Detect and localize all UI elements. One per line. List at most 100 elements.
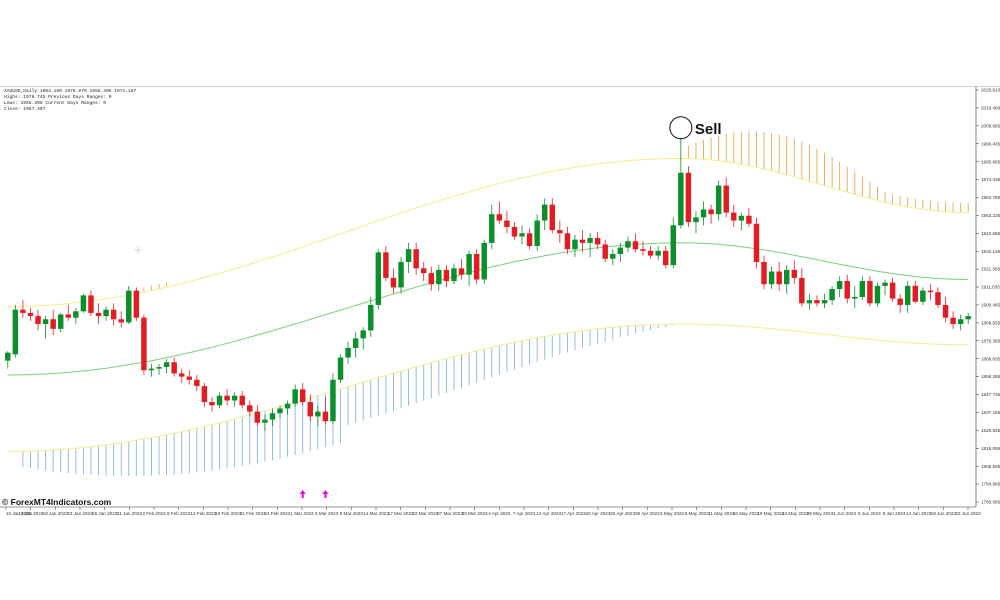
date-tick-label: 19 Jun 2023	[931, 511, 957, 516]
date-tick-label: 6 Mar 2023	[315, 511, 339, 516]
bull-candle	[957, 319, 964, 325]
bull-candle	[103, 309, 109, 317]
bull-candle	[617, 247, 624, 254]
upper-cloud-histogram	[128, 131, 969, 296]
bull-candle	[489, 214, 495, 243]
date-tick-label: 14 Mar 2023	[363, 511, 389, 516]
date-tick-label: 30 Mar 2023	[462, 511, 488, 516]
price-tick-label: 1996.435	[981, 141, 1000, 146]
info-line-lows: Lows: 1955.306 Current Days Ranges: 0	[4, 100, 106, 106]
bear-candle	[504, 220, 510, 227]
bear-candle	[110, 309, 117, 320]
bull-candle	[783, 269, 790, 285]
bear-candle	[557, 230, 563, 234]
bull-candle	[481, 242, 487, 280]
bull-candle	[670, 225, 677, 266]
bull-candle	[534, 220, 540, 247]
bull-candle	[375, 252, 382, 305]
price-tick-label: 1963.785	[981, 195, 1000, 200]
bear-candle	[889, 282, 896, 299]
price-tick-label: 1868.835	[981, 356, 1000, 361]
date-tick-label: 16 Feb 2023	[215, 511, 241, 516]
bull-candle	[436, 269, 442, 285]
price-tick-label: 1805.535	[981, 464, 1000, 469]
chart-frame[interactable]: 2028.910 2019.460 2006.885 1996.435 1985.885…	[0, 86, 1000, 516]
price-chart[interactable]: 2028.910 2019.460 2006.885 1996.435 1985.885…	[0, 86, 1000, 516]
date-tick-label: 28 Apr 2023	[635, 511, 660, 516]
bear-candle	[935, 292, 941, 305]
price-tick-label: 1794.985	[981, 482, 1000, 487]
upper-band-line	[7, 158, 969, 307]
bull-candle	[451, 268, 457, 282]
date-tick-label: 11 May 2023	[708, 511, 735, 516]
watermark: © ForexMT4Indicators.com	[2, 497, 112, 507]
bull-candle	[262, 419, 268, 423]
price-tick-label: 1837.185	[981, 410, 1000, 415]
bull-candle	[821, 300, 828, 304]
lower-band-line	[7, 323, 969, 452]
bear-candle	[647, 250, 654, 256]
bear-candle	[254, 411, 261, 423]
price-tick-label: 2019.460	[981, 106, 1000, 111]
buy-arrows	[299, 490, 329, 498]
date-tick-label: 23 Jan 2023	[67, 511, 93, 516]
date-tick-label: 4 Apr 2023	[488, 511, 511, 516]
date-tick-label: 25 Apr 2023	[610, 511, 635, 516]
price-tick-label: 1826.635	[981, 428, 1000, 433]
bear-candle	[201, 386, 208, 403]
bear-candle	[526, 233, 533, 247]
bear-candle	[746, 215, 752, 224]
date-tick-label: 22 Jun 2023	[955, 511, 981, 516]
candlestick-series	[5, 137, 971, 431]
info-line-highs: Highs: 1976.745 Previous Days Ranges: 0	[4, 94, 112, 100]
price-tick-label: 2028.910	[981, 88, 1000, 93]
bull-candle	[678, 172, 684, 226]
bear-candle	[209, 402, 215, 406]
bear-candle	[791, 269, 798, 278]
bear-candle	[662, 250, 669, 266]
bear-candle	[95, 312, 102, 317]
date-tick-label: 17 Apr 2023	[561, 511, 586, 516]
bull-candle	[587, 238, 593, 243]
sell-circle-icon	[669, 116, 693, 140]
bull-candle	[330, 379, 336, 422]
bear-candle	[776, 271, 782, 285]
bear-candle	[579, 239, 586, 243]
bear-candle	[912, 285, 919, 302]
bear-candle	[814, 300, 820, 304]
bull-candle	[126, 290, 132, 323]
bear-candle	[141, 317, 147, 371]
bear-candle	[420, 268, 427, 274]
bull-candle	[541, 204, 548, 221]
bear-candle	[564, 233, 571, 250]
date-tick-label: 21 Feb 2023	[240, 511, 266, 516]
bear-candle	[322, 411, 329, 422]
price-tick-label: 1816.085	[981, 446, 1000, 451]
bull-candle	[284, 403, 291, 409]
bull-candle	[519, 233, 525, 237]
price-tick-label: 1785.085	[981, 500, 1000, 505]
date-tick-label: 14 Jun 2023	[906, 511, 932, 516]
date-tick-label: 17 Mar 2023	[388, 511, 414, 516]
date-tick-label: 8 May 2023	[685, 511, 709, 516]
buy-arrow-icon	[322, 490, 329, 498]
date-tick-label: 6 Jun 2023	[858, 511, 881, 516]
price-tick-label: 1985.885	[981, 159, 1000, 164]
bear-candle	[723, 185, 729, 213]
bull-candle	[398, 261, 404, 288]
bear-candle	[413, 249, 419, 269]
bear-candle	[50, 319, 56, 329]
bear-candle	[133, 290, 140, 318]
date-tick-label: 18 Jan 2023	[43, 511, 69, 516]
bull-candle	[292, 389, 298, 404]
bear-candle	[640, 249, 646, 251]
date-tick-label: 1 Jun 2023	[833, 511, 856, 516]
date-tick-label: 1 Mar 2023	[290, 511, 314, 516]
bear-candle	[239, 395, 245, 406]
bull-candle	[700, 209, 707, 218]
bull-candle	[965, 316, 971, 320]
price-tick-label: 1921.585	[981, 267, 1000, 272]
bear-candle	[708, 209, 714, 215]
bear-candle	[867, 281, 873, 304]
